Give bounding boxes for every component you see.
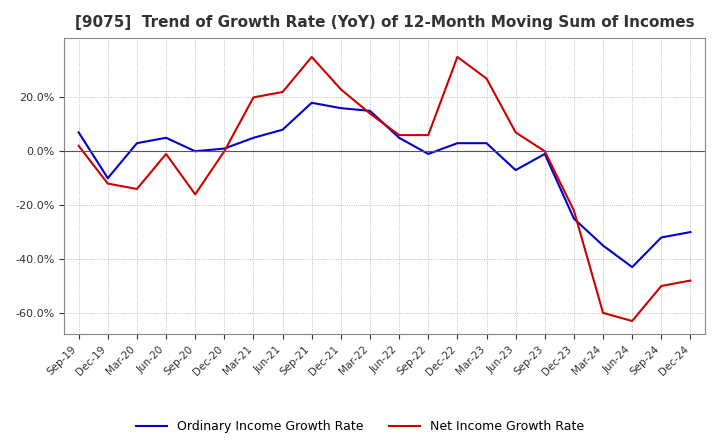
Ordinary Income Growth Rate — [686, 229, 695, 235]
Ordinary Income Growth Rate — [220, 146, 229, 151]
Ordinary Income Growth Rate — [104, 176, 112, 181]
Ordinary Income Growth Rate — [424, 151, 433, 157]
Net Income Growth Rate — [191, 192, 199, 197]
Net Income Growth Rate — [307, 54, 316, 59]
Ordinary Income Growth Rate — [278, 127, 287, 132]
Net Income Growth Rate — [599, 310, 608, 315]
Ordinary Income Growth Rate — [336, 106, 345, 111]
Line: Net Income Growth Rate: Net Income Growth Rate — [78, 57, 690, 321]
Ordinary Income Growth Rate — [132, 140, 141, 146]
Net Income Growth Rate — [657, 283, 665, 289]
Ordinary Income Growth Rate — [511, 168, 520, 173]
Ordinary Income Growth Rate — [599, 243, 608, 248]
Ordinary Income Growth Rate — [366, 108, 374, 114]
Ordinary Income Growth Rate — [482, 140, 491, 146]
Net Income Growth Rate — [220, 149, 229, 154]
Net Income Growth Rate — [104, 181, 112, 186]
Ordinary Income Growth Rate — [570, 216, 578, 221]
Ordinary Income Growth Rate — [541, 151, 549, 157]
Net Income Growth Rate — [628, 319, 636, 324]
Ordinary Income Growth Rate — [191, 149, 199, 154]
Net Income Growth Rate — [686, 278, 695, 283]
Net Income Growth Rate — [424, 132, 433, 138]
Net Income Growth Rate — [336, 87, 345, 92]
Legend: Ordinary Income Growth Rate, Net Income Growth Rate: Ordinary Income Growth Rate, Net Income … — [131, 415, 589, 438]
Net Income Growth Rate — [541, 149, 549, 154]
Net Income Growth Rate — [453, 54, 462, 59]
Net Income Growth Rate — [511, 130, 520, 135]
Net Income Growth Rate — [570, 208, 578, 213]
Line: Ordinary Income Growth Rate: Ordinary Income Growth Rate — [78, 103, 690, 267]
Ordinary Income Growth Rate — [162, 135, 171, 140]
Net Income Growth Rate — [162, 151, 171, 157]
Net Income Growth Rate — [366, 111, 374, 116]
Net Income Growth Rate — [132, 186, 141, 191]
Ordinary Income Growth Rate — [628, 264, 636, 270]
Net Income Growth Rate — [395, 132, 403, 138]
Ordinary Income Growth Rate — [74, 130, 83, 135]
Ordinary Income Growth Rate — [395, 135, 403, 140]
Net Income Growth Rate — [278, 89, 287, 95]
Ordinary Income Growth Rate — [249, 135, 258, 140]
Ordinary Income Growth Rate — [657, 235, 665, 240]
Net Income Growth Rate — [482, 76, 491, 81]
Title: [9075]  Trend of Growth Rate (YoY) of 12-Month Moving Sum of Incomes: [9075] Trend of Growth Rate (YoY) of 12-… — [75, 15, 694, 30]
Net Income Growth Rate — [249, 95, 258, 100]
Net Income Growth Rate — [74, 143, 83, 149]
Ordinary Income Growth Rate — [453, 140, 462, 146]
Ordinary Income Growth Rate — [307, 100, 316, 106]
